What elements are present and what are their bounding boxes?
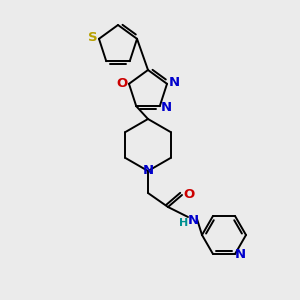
Text: N: N [142,164,154,178]
Text: S: S [88,31,98,44]
Text: O: O [183,188,195,200]
Text: O: O [116,77,128,90]
Text: N: N [234,248,246,261]
Text: N: N [188,214,199,226]
Text: H: H [179,218,189,228]
Text: N: N [161,101,172,114]
Text: N: N [169,76,180,89]
